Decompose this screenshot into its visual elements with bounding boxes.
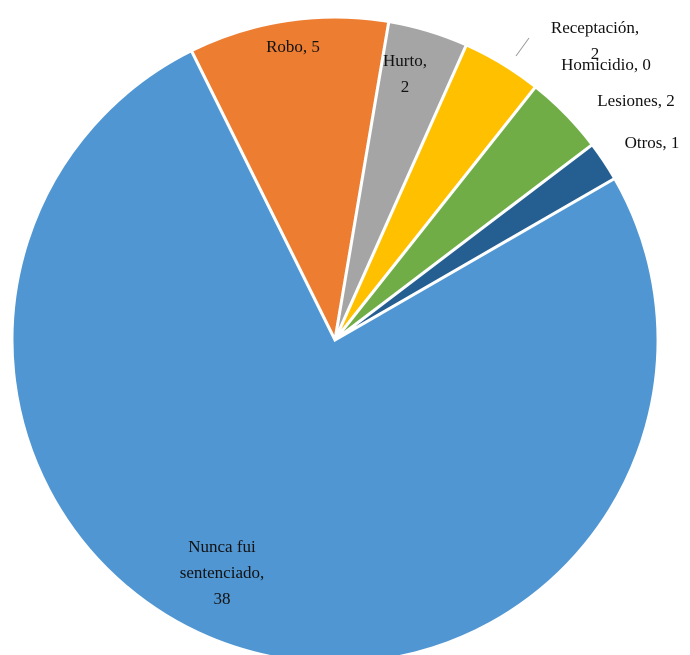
pie-slice	[189, 15, 391, 345]
data-label: Robo, 5	[266, 37, 320, 56]
data-label: Otros, 1	[625, 133, 680, 152]
pie-slice	[10, 48, 660, 655]
data-label: Receptación, 2	[551, 18, 639, 63]
data-label: Lesiones, 2	[597, 91, 674, 110]
data-label: Hurto, 2	[383, 51, 427, 96]
data-label: Homicidio, 0	[561, 55, 651, 74]
leader-line	[515, 37, 530, 57]
pie	[10, 15, 660, 655]
data-label: Nunca fui sentenciado, 38	[180, 537, 265, 608]
